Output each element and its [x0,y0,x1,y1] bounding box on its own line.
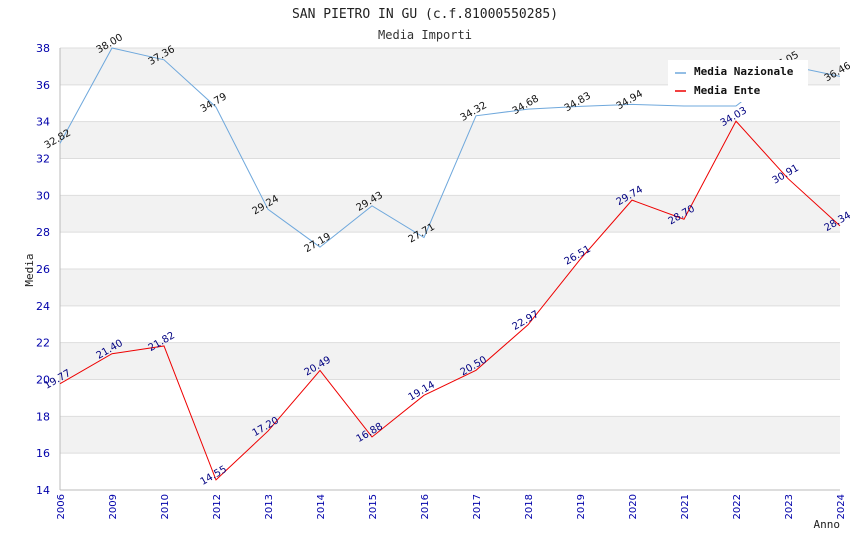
grid-bands [60,48,840,454]
y-tick-label: 14 [36,484,50,497]
y-tick-label: 24 [36,300,50,313]
y-tick-label: 32 [36,153,50,166]
x-tick-label: 2022 [732,494,743,519]
legend: Media Nazionale Media Ente [668,60,808,102]
y-tick-label: 20 [36,374,50,387]
x-tick-label: 2021 [680,494,691,519]
x-tick-label: 2017 [472,494,483,519]
data-label: 19.77 [43,368,73,392]
y-tick-label: 38 [36,42,50,55]
y-tick-label: 18 [36,410,50,423]
x-tick-label: 2024 [836,494,847,519]
x-tick-labels: 2006 2009 2010 2012 2013 2014 2015 2016 2017 2018… [56,494,847,519]
grid-band [60,195,840,233]
x-tick-label: 2006 [56,494,67,519]
data-label: 30.91 [771,163,801,187]
grid-lines [60,47,840,491]
grid-band [60,269,840,306]
series-lines [59,47,841,481]
data-label: 14.55 [199,464,229,488]
series-line-nazionale [59,47,841,248]
data-label: 26.51 [563,244,593,268]
series-line-ente [59,120,841,481]
x-tick-label: 2009 [108,494,119,519]
x-axis-label: Anno [814,518,841,531]
x-tick-label: 2019 [576,494,587,519]
x-tick-label: 2023 [784,494,795,519]
y-tick-label: 26 [36,263,50,276]
y-tick-label: 28 [36,226,50,239]
legend-label-ente: Media Ente [694,84,761,97]
data-label: 19.14 [407,380,437,404]
data-label: 22.97 [511,309,541,333]
y-axis-label: Media [23,253,36,286]
grid-band [60,416,840,454]
data-label: 34.94 [615,89,645,113]
grid-band [60,342,840,380]
data-label: 34.68 [511,93,541,117]
x-tick-label: 2010 [160,494,171,519]
y-tick-label: 30 [36,189,50,202]
legend-label-nazionale: Media Nazionale [694,65,794,78]
data-label: 34.83 [563,91,593,115]
x-tick-label: 2018 [524,494,535,519]
x-tick-label: 2014 [316,494,327,519]
data-label: 27.19 [303,231,333,255]
x-tick-label: 2016 [420,494,431,519]
legend-box [668,60,808,102]
x-tick-label: 2013 [264,494,275,519]
chart-title: SAN PIETRO IN GU (c.f.81000550285) [292,7,558,22]
grid-band [60,121,840,159]
y-tick-labels: 14 16 18 20 22 24 26 28 30 32 34 36 38 [36,42,50,497]
chart-subtitle: Media Importi [378,28,472,42]
y-tick-label: 34 [36,116,50,129]
x-tick-label: 2012 [212,494,223,519]
y-tick-label: 16 [36,447,50,460]
y-tick-label: 36 [36,79,50,92]
x-tick-label: 2015 [368,494,379,519]
y-tick-label: 22 [36,337,50,350]
x-tick-label: 2020 [628,494,639,519]
